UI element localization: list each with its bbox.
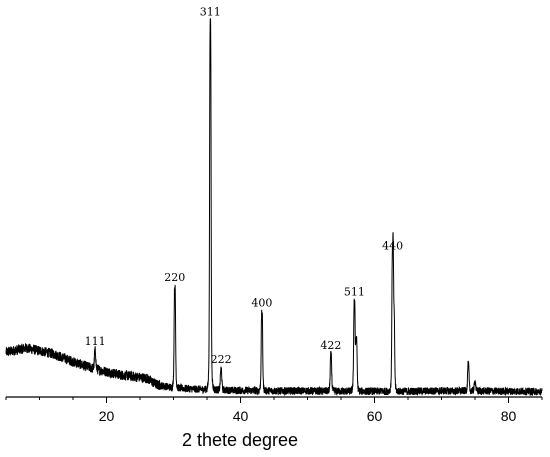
x-axis-title: 2 thete degree [182,430,298,450]
peak-label-220: 220 [164,271,185,284]
diffraction-pattern-line [5,18,543,397]
x-tick-label-40: 40 [233,408,249,424]
plot-area [5,18,543,397]
x-axis-ticks: 20 40 60 80 [5,397,543,424]
peak-label-111: 111 [85,335,106,348]
peak-label-311: 311 [200,6,221,19]
peak-labels: 111 220 311 222 400 422 511 440 [85,6,404,366]
peak-label-511: 511 [344,285,365,298]
x-tick-label-20: 20 [99,408,115,424]
peak-label-222: 222 [211,353,232,366]
peak-label-422: 422 [320,339,341,352]
peak-label-440: 440 [382,239,403,252]
x-tick-label-80: 80 [501,408,517,424]
peak-label-400: 400 [251,297,272,310]
x-tick-label-60: 60 [367,408,383,424]
